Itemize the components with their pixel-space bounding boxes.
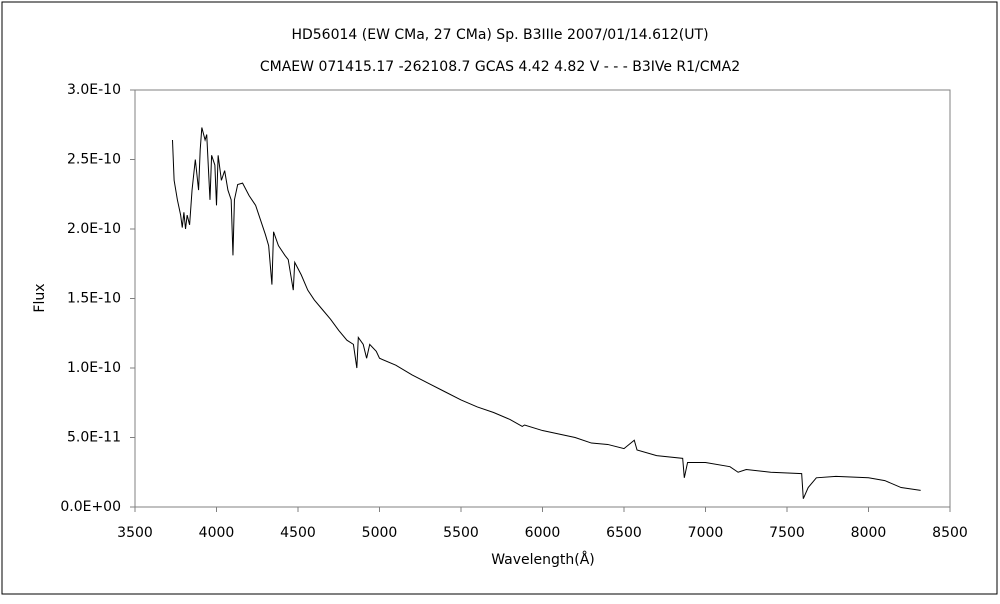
chart-subtitle: CMAEW 071415.17 -262108.7 GCAS 4.42 4.82…	[260, 59, 740, 75]
y-tick-label: 2.5E-10	[67, 152, 121, 168]
y-axis-label: Flux	[32, 283, 48, 312]
y-tick-label: 5.0E-11	[67, 430, 121, 446]
y-tick-label: 3.0E-10	[67, 82, 121, 98]
x-tick-label: 4500	[280, 525, 316, 541]
y-tick-label: 1.0E-10	[67, 360, 121, 376]
y-tick-label: 2.0E-10	[67, 221, 121, 237]
x-tick-label: 7500	[769, 525, 805, 541]
x-tick-label: 5000	[362, 525, 398, 541]
spectrum-line	[171, 127, 921, 499]
x-tick-label: 8500	[932, 525, 968, 541]
x-tick-label: 8000	[851, 525, 887, 541]
x-tick-label: 7000	[688, 525, 724, 541]
y-tick-label: 0.0E+00	[60, 499, 121, 515]
x-axis-label: Wavelength(Å)	[491, 551, 595, 568]
plot-area	[134, 89, 951, 508]
chart-title: HD56014 (EW CMa, 27 CMa) Sp. B3IIIe 2007…	[291, 27, 708, 43]
x-tick-label: 3500	[117, 525, 153, 541]
x-tick-label: 6000	[525, 525, 561, 541]
x-tick-label: 6500	[606, 525, 642, 541]
x-tick-label: 5500	[443, 525, 479, 541]
y-tick-label: 1.5E-10	[67, 291, 121, 307]
x-tick-label: 4000	[199, 525, 235, 541]
